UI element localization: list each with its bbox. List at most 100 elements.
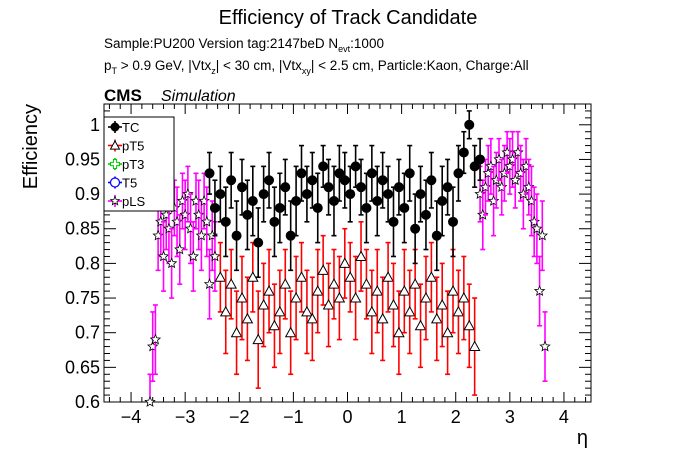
x-tick-label: 3 [505,407,515,427]
point-marker [269,216,280,227]
point-marker [464,119,475,130]
point-marker [448,216,459,227]
point-marker [214,271,227,282]
legend-entry-pls: pLS [108,194,145,209]
point-marker [498,167,511,179]
point-marker [398,285,411,296]
legend-entry-pt5: pT5 [108,139,144,154]
point-marker [457,292,470,303]
point-marker [477,208,489,220]
point-marker [318,161,329,172]
point-marker [350,161,361,172]
point-marker [231,230,242,241]
point-marker [430,312,443,324]
point-marker [356,182,367,193]
point-marker [490,174,503,186]
point-marker [257,298,270,310]
x-tick-label: −3 [175,407,196,427]
point-marker [437,196,448,207]
x-tick-label: −2 [229,407,250,427]
point-marker [295,271,308,282]
point-marker [393,326,405,338]
x-tick-label: −4 [121,407,142,427]
legend-label: TC [122,120,139,135]
point-marker [279,278,292,289]
point-marker [263,285,275,296]
point-marker [458,147,469,158]
point-marker [242,209,253,220]
point-marker [415,189,426,200]
point-marker [339,175,350,186]
legend: TC pT5 pT3 T5 pLS [103,116,175,212]
point-marker [109,195,121,206]
legend-entry-tc: TC [108,120,139,135]
y-tick-label: 0.9 [75,184,100,204]
point-marker [328,278,340,289]
info-line-2-z-sub: z [211,66,216,76]
legend-label: T5 [122,176,137,191]
point-marker [149,333,162,345]
point-marker [230,326,243,338]
y-tick-label: 0.85 [65,219,100,239]
y-tick-label: 0.95 [65,149,100,169]
info-line-2-xy-sub: xy [302,66,312,76]
point-marker [157,250,170,262]
x-tick-label: 1 [397,407,407,427]
point-marker [110,159,120,169]
point-marker [371,285,384,296]
y-tick-label: 0.8 [75,253,100,273]
point-marker [317,264,329,275]
point-marker [187,250,200,262]
point-marker [220,216,231,227]
legend-entry-t5: T5 [108,176,137,191]
point-marker [301,189,312,200]
point-marker [241,312,254,324]
point-marker [338,257,351,268]
point-marker [109,139,121,150]
point-marker [468,340,481,352]
axis-tick-labels: −4 −3 −2 −1 0 1 2 3 4 0.6 0.65 0.7 0.75 0.8 0.85 0.9 0.9… [65,115,569,427]
point-marker [306,312,319,324]
info-line-1: Sample:PU200 Version tag:2147beD Nevt:10… [104,36,384,54]
point-marker [268,319,281,331]
y-axis-label: Efficiency [20,104,42,189]
point-marker [426,175,437,186]
legend-entry-pt3: pT3 [108,157,144,172]
point-marker [517,188,530,199]
point-marker [236,182,247,193]
point-marker [383,189,394,200]
point-marker [322,298,335,310]
point-marker [414,319,427,331]
point-marker [366,305,378,317]
series-pls [144,130,551,407]
point-marker [209,250,221,262]
point-marker [144,395,156,407]
point-marker [345,189,356,200]
series-tc [204,110,486,279]
point-marker [372,196,383,207]
point-marker [409,278,421,289]
point-marker [531,222,543,234]
point-marker [334,168,345,179]
series-pt5 [214,221,481,396]
point-marker [226,175,237,186]
axis-ticks [104,103,591,403]
point-marker [201,215,213,227]
point-marker [323,182,334,193]
point-marker [225,278,238,289]
point-marker [425,271,438,282]
point-marker [410,223,421,234]
info-line-1-sub: evt [338,44,351,54]
point-marker [441,326,454,338]
point-marker [307,175,318,186]
chart-title: Efficiency of Track Candidate [219,7,478,29]
point-marker [109,177,121,188]
point-marker [420,292,432,303]
point-marker [311,285,324,296]
data-series [144,110,551,407]
point-marker [209,202,220,213]
legend-label: pLS [122,194,145,209]
point-marker [536,229,549,241]
point-marker [387,298,400,310]
